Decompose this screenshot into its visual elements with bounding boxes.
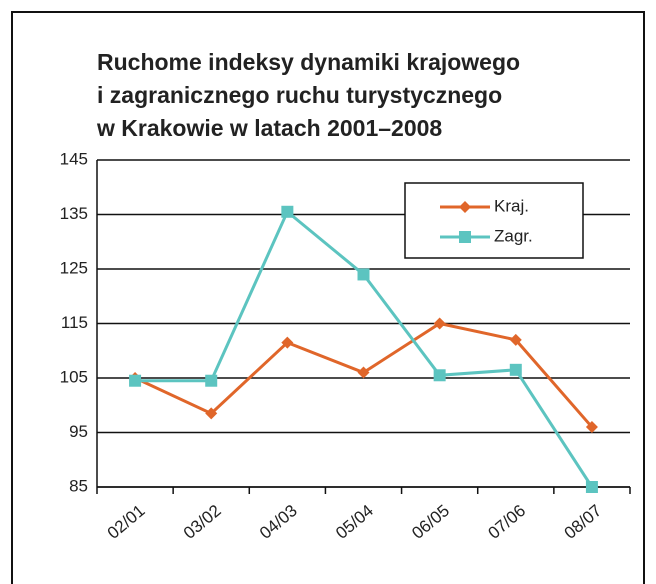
legend-box	[404, 182, 584, 259]
marker	[281, 336, 294, 349]
marker	[281, 205, 294, 218]
y-tick-label: 115	[61, 313, 88, 332]
chart-title: w Krakowie w latach 2001–2008	[96, 115, 442, 141]
legend-label: Kraj.	[494, 196, 529, 215]
marker	[459, 201, 471, 213]
marker	[509, 333, 522, 346]
marker	[357, 268, 370, 281]
y-tick-label: 125	[60, 258, 88, 277]
marker	[509, 363, 522, 376]
marker	[129, 374, 142, 387]
marker	[433, 369, 446, 382]
chart-title: Ruchome indeksy dynamiki krajowego	[97, 49, 520, 75]
frame	[11, 11, 645, 584]
legend-label: Zagr.	[494, 226, 533, 245]
y-tick-label: 145	[60, 149, 88, 168]
marker	[357, 366, 370, 379]
y-tick-label: 95	[69, 422, 88, 441]
marker	[459, 231, 471, 243]
y-tick-label: 85	[69, 476, 88, 495]
marker	[585, 481, 598, 493]
marker	[205, 374, 218, 387]
marker	[585, 421, 598, 434]
chart-title: i zagranicznego ruchu turystycznego	[97, 82, 502, 108]
y-tick-label: 135	[60, 204, 88, 223]
marker	[433, 317, 446, 330]
y-tick-label: 105	[60, 367, 88, 386]
marker	[205, 407, 218, 420]
